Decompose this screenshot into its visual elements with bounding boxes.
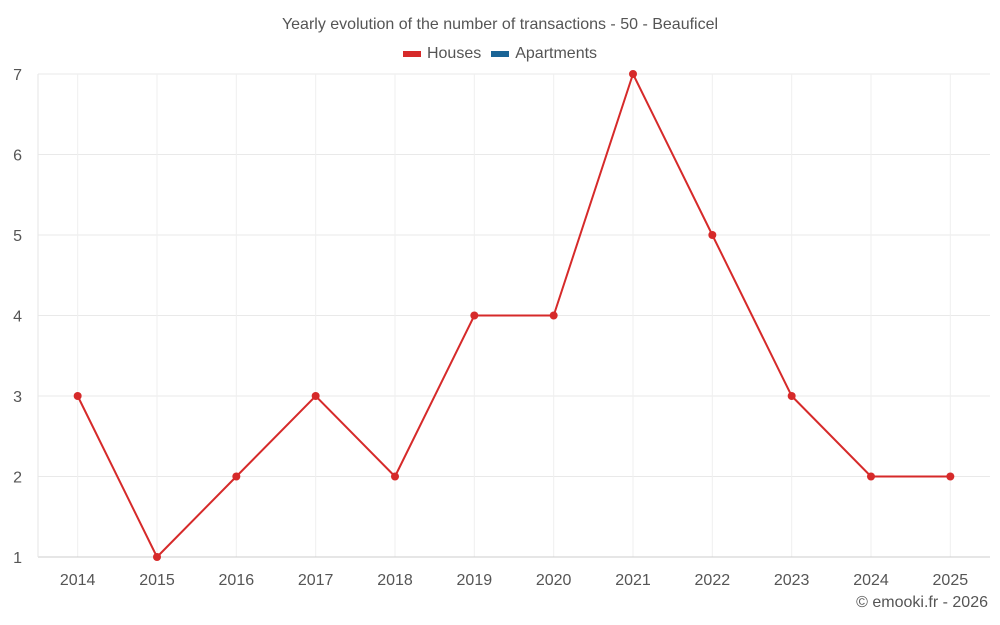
data-point <box>73 392 82 400</box>
x-tick-label: 2022 <box>695 572 731 589</box>
x-tick-label: 2023 <box>774 572 810 589</box>
credit-text: © emooki.fr - 2026 <box>856 594 988 611</box>
x-tick-label: 2024 <box>853 572 889 589</box>
legend-item-houses[interactable]: Houses <box>402 45 482 63</box>
chart-title: Yearly evolution of the number of transa… <box>281 16 719 33</box>
legend-item-apartments[interactable]: Apartments <box>491 45 597 63</box>
y-tick-label: 5 <box>13 228 22 245</box>
data-point <box>232 472 241 481</box>
x-tick-label: 2018 <box>377 572 413 589</box>
legend: Houses Apartments <box>0 45 1000 63</box>
data-point <box>708 231 717 239</box>
y-tick-label: 2 <box>13 470 22 487</box>
x-tick-label: 2020 <box>536 572 572 589</box>
y-tick-label: 4 <box>13 309 22 326</box>
series-line-houses <box>76 71 951 559</box>
data-point <box>311 392 320 400</box>
data-point <box>391 472 399 481</box>
x-tick-label: 2019 <box>457 572 493 589</box>
data-point <box>867 472 875 481</box>
y-tick-label: 3 <box>13 389 22 406</box>
x-tick-label: 2014 <box>60 572 96 589</box>
data-point <box>470 311 479 320</box>
legend-label-houses: Houses <box>426 45 482 62</box>
y-tick-label: 1 <box>13 550 22 567</box>
x-tick-label: 2016 <box>219 572 255 589</box>
x-tick-label: 2025 <box>933 572 969 589</box>
x-tick-label: 2017 <box>298 572 334 589</box>
data-point <box>153 553 161 561</box>
x-tick-label: 2021 <box>615 572 651 589</box>
legend-swatch-houses <box>402 51 421 57</box>
legend-label-apartments: Apartments <box>515 45 598 62</box>
legend-swatch-apartments <box>491 51 510 57</box>
data-point <box>629 70 637 78</box>
data-point <box>549 311 558 320</box>
data-point <box>946 472 955 481</box>
data-point <box>787 392 796 400</box>
y-tick-label: 7 <box>13 67 22 84</box>
x-tick-label: 2015 <box>139 572 175 589</box>
y-tick-label: 6 <box>13 148 22 165</box>
